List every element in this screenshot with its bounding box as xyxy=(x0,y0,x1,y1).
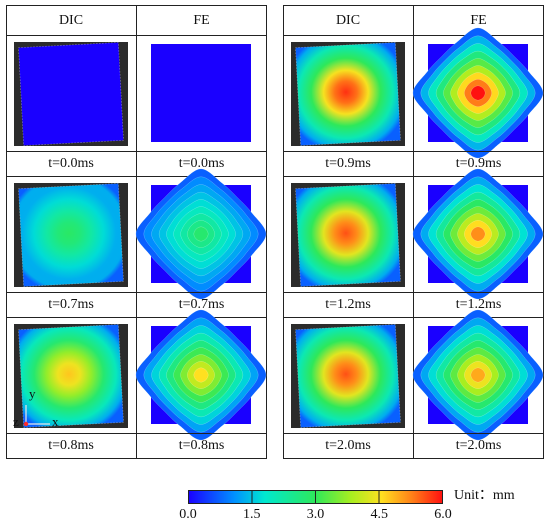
dic-field-left-2 xyxy=(14,324,128,428)
caption-dic-left-0: t=0.0ms xyxy=(48,156,94,171)
caption-fe-right-0: t=0.9ms xyxy=(455,156,502,171)
header-fe-right: FE xyxy=(470,13,487,28)
fe-field-right-1 xyxy=(412,168,544,300)
colorbar-tick-label: 4.5 xyxy=(370,507,389,522)
header-dic-right: DIC xyxy=(335,13,361,28)
fe-field-left-1 xyxy=(135,168,267,300)
fe-field-left-2 xyxy=(135,309,267,441)
caption-dic-right-0: t=0.9ms xyxy=(325,156,371,171)
caption-fe-right-2: t=2.0ms xyxy=(455,438,502,453)
axis-label-y: y xyxy=(29,386,36,401)
fe-field-left-0 xyxy=(151,44,251,142)
dic-field-left-1 xyxy=(14,183,128,287)
left-panel: DIC FE t=0.0ms t=0.0ms t=0.7ms t=0.7ms t=0.8ms… xyxy=(6,5,267,459)
colorbar-unit: Unit：mm xyxy=(454,488,515,503)
dic-field-right-2 xyxy=(291,324,405,428)
header-fe-left: FE xyxy=(193,13,210,28)
caption-dic-left-2: t=0.8ms xyxy=(48,438,94,453)
colorbar-tick-label: 6.0 xyxy=(434,507,452,522)
axis-label-x: x xyxy=(52,414,59,429)
colorbar-tick-label: 1.5 xyxy=(243,507,261,522)
dic-field-right-0 xyxy=(291,42,405,146)
right-panel: DIC FE t=0.9ms t=0.9ms t=1.2ms t=1.2ms t=2.0ms… xyxy=(283,5,544,459)
panel-grid-right xyxy=(283,5,544,459)
caption-fe-left-2: t=0.8ms xyxy=(178,438,225,453)
caption-dic-right-2: t=2.0ms xyxy=(325,438,371,453)
header-dic-left: DIC xyxy=(58,13,84,28)
colorbar-tick-label: 0.0 xyxy=(179,507,197,522)
colorbar-svg xyxy=(188,490,443,504)
fe-field-right-0 xyxy=(412,27,544,159)
colorbar xyxy=(188,490,443,504)
coordinate-axes-icon xyxy=(23,405,50,427)
dic-field-right-1 xyxy=(291,183,405,287)
colorbar-tick-label: 3.0 xyxy=(306,507,325,522)
caption-fe-left-0: t=0.0ms xyxy=(178,156,225,171)
fe-field-right-2 xyxy=(412,309,544,441)
axis-label-z: z xyxy=(13,414,19,429)
panel-grid-left xyxy=(6,5,267,459)
caption-dic-right-1: t=1.2ms xyxy=(325,297,371,312)
caption-fe-right-1: t=1.2ms xyxy=(455,297,502,312)
caption-dic-left-1: t=0.7ms xyxy=(48,297,94,312)
caption-fe-left-1: t=0.7ms xyxy=(178,297,225,312)
dic-field-left-0 xyxy=(14,42,128,146)
